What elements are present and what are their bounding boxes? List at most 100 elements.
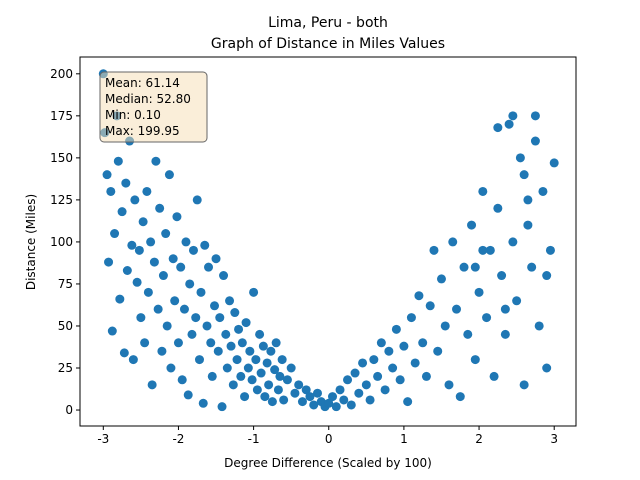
stats-text: Median: 52.80: [105, 92, 191, 106]
y-tick-label: 25: [58, 361, 73, 375]
point: [369, 355, 379, 365]
point: [493, 123, 503, 133]
point: [527, 262, 537, 272]
y-tick-label: 75: [58, 277, 73, 291]
point: [168, 254, 178, 264]
point: [542, 363, 552, 373]
point: [282, 375, 292, 385]
point: [187, 329, 197, 339]
y-tick-label: 200: [50, 67, 73, 81]
y-tick-label: 150: [50, 151, 73, 165]
point: [425, 301, 435, 311]
point: [421, 371, 431, 381]
point: [138, 217, 148, 227]
point: [192, 195, 202, 205]
point: [497, 271, 507, 281]
point: [206, 338, 216, 348]
point: [237, 338, 247, 348]
point: [164, 170, 174, 180]
point: [121, 178, 131, 188]
point: [225, 296, 235, 306]
point: [146, 237, 156, 247]
y-tick-label: 100: [50, 235, 73, 249]
point: [328, 392, 338, 402]
point: [376, 338, 386, 348]
point: [226, 341, 236, 351]
point: [549, 158, 559, 168]
point: [132, 277, 142, 287]
point: [470, 262, 480, 272]
y-tick-label: 125: [50, 193, 73, 207]
point: [403, 397, 413, 407]
x-tick-label: 3: [550, 432, 558, 446]
x-tick-label: -2: [172, 432, 184, 446]
point: [448, 237, 458, 247]
point: [157, 346, 167, 356]
point: [440, 321, 450, 331]
point: [331, 402, 341, 412]
point: [297, 397, 307, 407]
point: [312, 388, 322, 398]
point: [191, 313, 201, 323]
point: [538, 186, 548, 196]
point: [380, 385, 390, 395]
point: [185, 279, 195, 289]
point: [361, 380, 371, 390]
stats-text: Min: 0.10: [105, 108, 161, 122]
point: [391, 324, 401, 334]
point: [228, 380, 238, 390]
point: [140, 338, 150, 348]
point: [545, 245, 555, 255]
point: [106, 186, 116, 196]
axes-frame: [79, 56, 577, 427]
point: [256, 368, 266, 378]
point: [309, 400, 319, 410]
point: [204, 262, 214, 272]
point: [200, 240, 210, 250]
point: [279, 395, 289, 405]
point: [508, 111, 518, 121]
point: [179, 304, 189, 314]
point: [119, 348, 129, 358]
point: [181, 237, 191, 247]
point: [147, 380, 157, 390]
point: [470, 355, 480, 365]
x-tick-label: 2: [475, 432, 483, 446]
point: [161, 229, 171, 239]
point: [249, 287, 259, 297]
point: [247, 375, 257, 385]
point: [155, 203, 165, 213]
x-tick-label: 0: [325, 432, 333, 446]
point: [236, 371, 246, 381]
point: [110, 229, 120, 239]
point: [117, 207, 127, 217]
point: [463, 329, 473, 339]
point: [162, 321, 172, 331]
point: [234, 324, 244, 334]
point: [395, 375, 405, 385]
point: [512, 296, 522, 306]
y-tick-label: 175: [50, 109, 73, 123]
point: [258, 341, 268, 351]
point: [267, 397, 277, 407]
point: [429, 245, 439, 255]
point: [176, 262, 186, 272]
point: [213, 346, 223, 356]
y-axis-label: Distance (Miles): [24, 194, 38, 290]
point: [260, 392, 270, 402]
point: [324, 398, 334, 408]
point: [290, 388, 300, 398]
x-tick-label: -1: [248, 432, 260, 446]
point: [508, 237, 518, 247]
point: [172, 212, 182, 222]
point: [130, 195, 140, 205]
point: [365, 395, 375, 405]
point: [243, 363, 253, 373]
point: [194, 355, 204, 365]
point: [222, 363, 232, 373]
point: [177, 375, 187, 385]
point: [346, 400, 356, 410]
point: [188, 245, 198, 255]
point: [485, 245, 495, 255]
point: [474, 287, 484, 297]
